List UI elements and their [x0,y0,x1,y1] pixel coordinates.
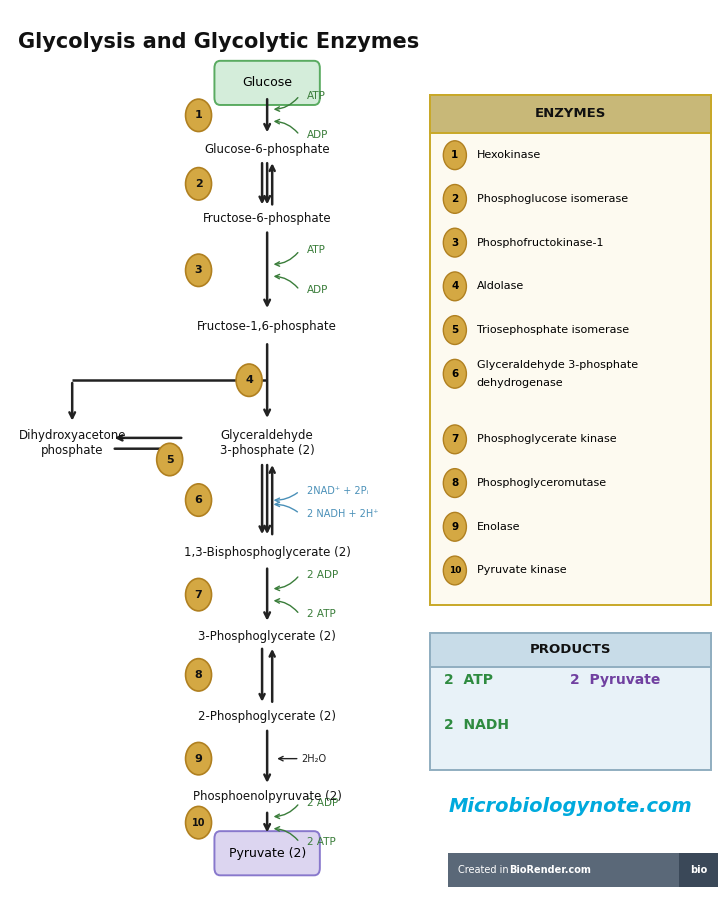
Text: 4: 4 [245,375,253,386]
Text: 2 ADP: 2 ADP [307,569,338,580]
Text: 9: 9 [451,522,458,532]
Circle shape [443,513,466,542]
Text: 7: 7 [451,434,458,444]
Circle shape [186,659,212,691]
Text: Aldolase: Aldolase [477,281,523,291]
Text: Phosphoglyceromutase: Phosphoglyceromutase [477,478,606,488]
Text: Glyceraldehyde
3-phosphate (2): Glyceraldehyde 3-phosphate (2) [219,429,315,458]
Text: ATP: ATP [307,90,326,101]
Text: 3: 3 [451,238,458,248]
Text: 2  Pyruvate: 2 Pyruvate [570,673,661,687]
Text: 4: 4 [451,281,458,291]
Text: 3-Phosphoglycerate (2): 3-Phosphoglycerate (2) [199,630,336,642]
Text: 1: 1 [451,150,458,160]
Text: 10: 10 [448,566,461,575]
Text: Triosephosphate isomerase: Triosephosphate isomerase [477,325,629,335]
Text: 2: 2 [451,194,458,204]
Text: ADP: ADP [307,285,329,296]
Text: 2H₂O: 2H₂O [301,753,326,764]
Text: Glycolysis and Glycolytic Enzymes: Glycolysis and Glycolytic Enzymes [18,32,419,51]
Text: 3: 3 [195,265,202,276]
Text: Microbiologynote.com: Microbiologynote.com [448,796,692,816]
Text: 1,3-Bisphosphoglycerate (2): 1,3-Bisphosphoglycerate (2) [183,546,351,559]
Text: Dihydroxyacetone
phosphate: Dihydroxyacetone phosphate [19,429,126,458]
FancyBboxPatch shape [430,95,711,605]
Circle shape [186,742,212,775]
Text: ADP: ADP [307,130,329,141]
FancyBboxPatch shape [448,853,718,887]
Text: 8: 8 [195,669,202,680]
Text: bio: bio [690,865,707,876]
Circle shape [236,364,262,396]
FancyBboxPatch shape [679,853,718,887]
Circle shape [186,168,212,200]
Text: Created in: Created in [458,865,509,876]
Text: ENZYMES: ENZYMES [535,107,606,121]
Text: 2 NADH + 2H⁺: 2 NADH + 2H⁺ [307,508,378,519]
Text: Glucose-6-phosphate: Glucose-6-phosphate [204,143,330,156]
Text: Phosphoglycerate kinase: Phosphoglycerate kinase [477,434,616,444]
Text: 2-Phosphoglycerate (2): 2-Phosphoglycerate (2) [198,710,336,723]
Circle shape [443,556,466,585]
Text: 2  NADH: 2 NADH [444,718,509,733]
Text: Fructose-1,6-phosphate: Fructose-1,6-phosphate [197,320,337,332]
Circle shape [186,99,212,132]
Circle shape [186,484,212,516]
Text: Phosphofructokinase-1: Phosphofructokinase-1 [477,238,604,248]
Circle shape [186,806,212,839]
Circle shape [443,425,466,454]
Circle shape [443,315,466,344]
FancyBboxPatch shape [430,633,711,770]
Text: Fructose-6-phosphate: Fructose-6-phosphate [203,213,331,225]
Text: 2NAD⁺ + 2Pᵢ: 2NAD⁺ + 2Pᵢ [307,486,368,496]
Text: 5: 5 [451,325,458,335]
Circle shape [186,578,212,611]
Text: 1: 1 [195,110,202,121]
Circle shape [443,272,466,301]
Text: 5: 5 [166,454,173,465]
Text: Glyceraldehyde 3-phosphate: Glyceraldehyde 3-phosphate [477,359,638,369]
FancyBboxPatch shape [430,633,711,667]
Text: 10: 10 [192,817,205,828]
Text: ATP: ATP [307,245,326,256]
Text: 8: 8 [451,478,458,488]
Text: PRODUCTS: PRODUCTS [530,643,611,656]
Text: 2  ATP: 2 ATP [444,673,493,687]
Text: 9: 9 [195,753,202,764]
Text: BioRender.com: BioRender.com [509,865,591,876]
Text: 2 ATP: 2 ATP [307,837,336,848]
Text: 6: 6 [451,369,458,378]
Circle shape [443,469,466,497]
Circle shape [186,254,212,287]
Text: 2 ATP: 2 ATP [307,609,336,620]
Text: Pyruvate (2): Pyruvate (2) [229,847,305,860]
Text: Hexokinase: Hexokinase [477,150,541,160]
Text: Phosphoglucose isomerase: Phosphoglucose isomerase [477,194,627,204]
Text: Glucose: Glucose [242,77,292,89]
Text: 2: 2 [195,178,202,189]
Circle shape [157,443,183,476]
Text: 2 ADP: 2 ADP [307,797,338,808]
Circle shape [443,228,466,257]
Text: Pyruvate kinase: Pyruvate kinase [477,566,566,576]
Circle shape [443,185,466,214]
Circle shape [443,359,466,388]
FancyBboxPatch shape [214,831,320,876]
Text: 7: 7 [195,589,202,600]
Text: Enolase: Enolase [477,522,520,532]
FancyBboxPatch shape [430,95,711,133]
Text: Phosphoenolpyruvate (2): Phosphoenolpyruvate (2) [193,790,342,803]
FancyBboxPatch shape [214,60,320,105]
Circle shape [443,141,466,169]
Text: 6: 6 [195,495,202,505]
Text: dehydrogenase: dehydrogenase [477,378,563,387]
